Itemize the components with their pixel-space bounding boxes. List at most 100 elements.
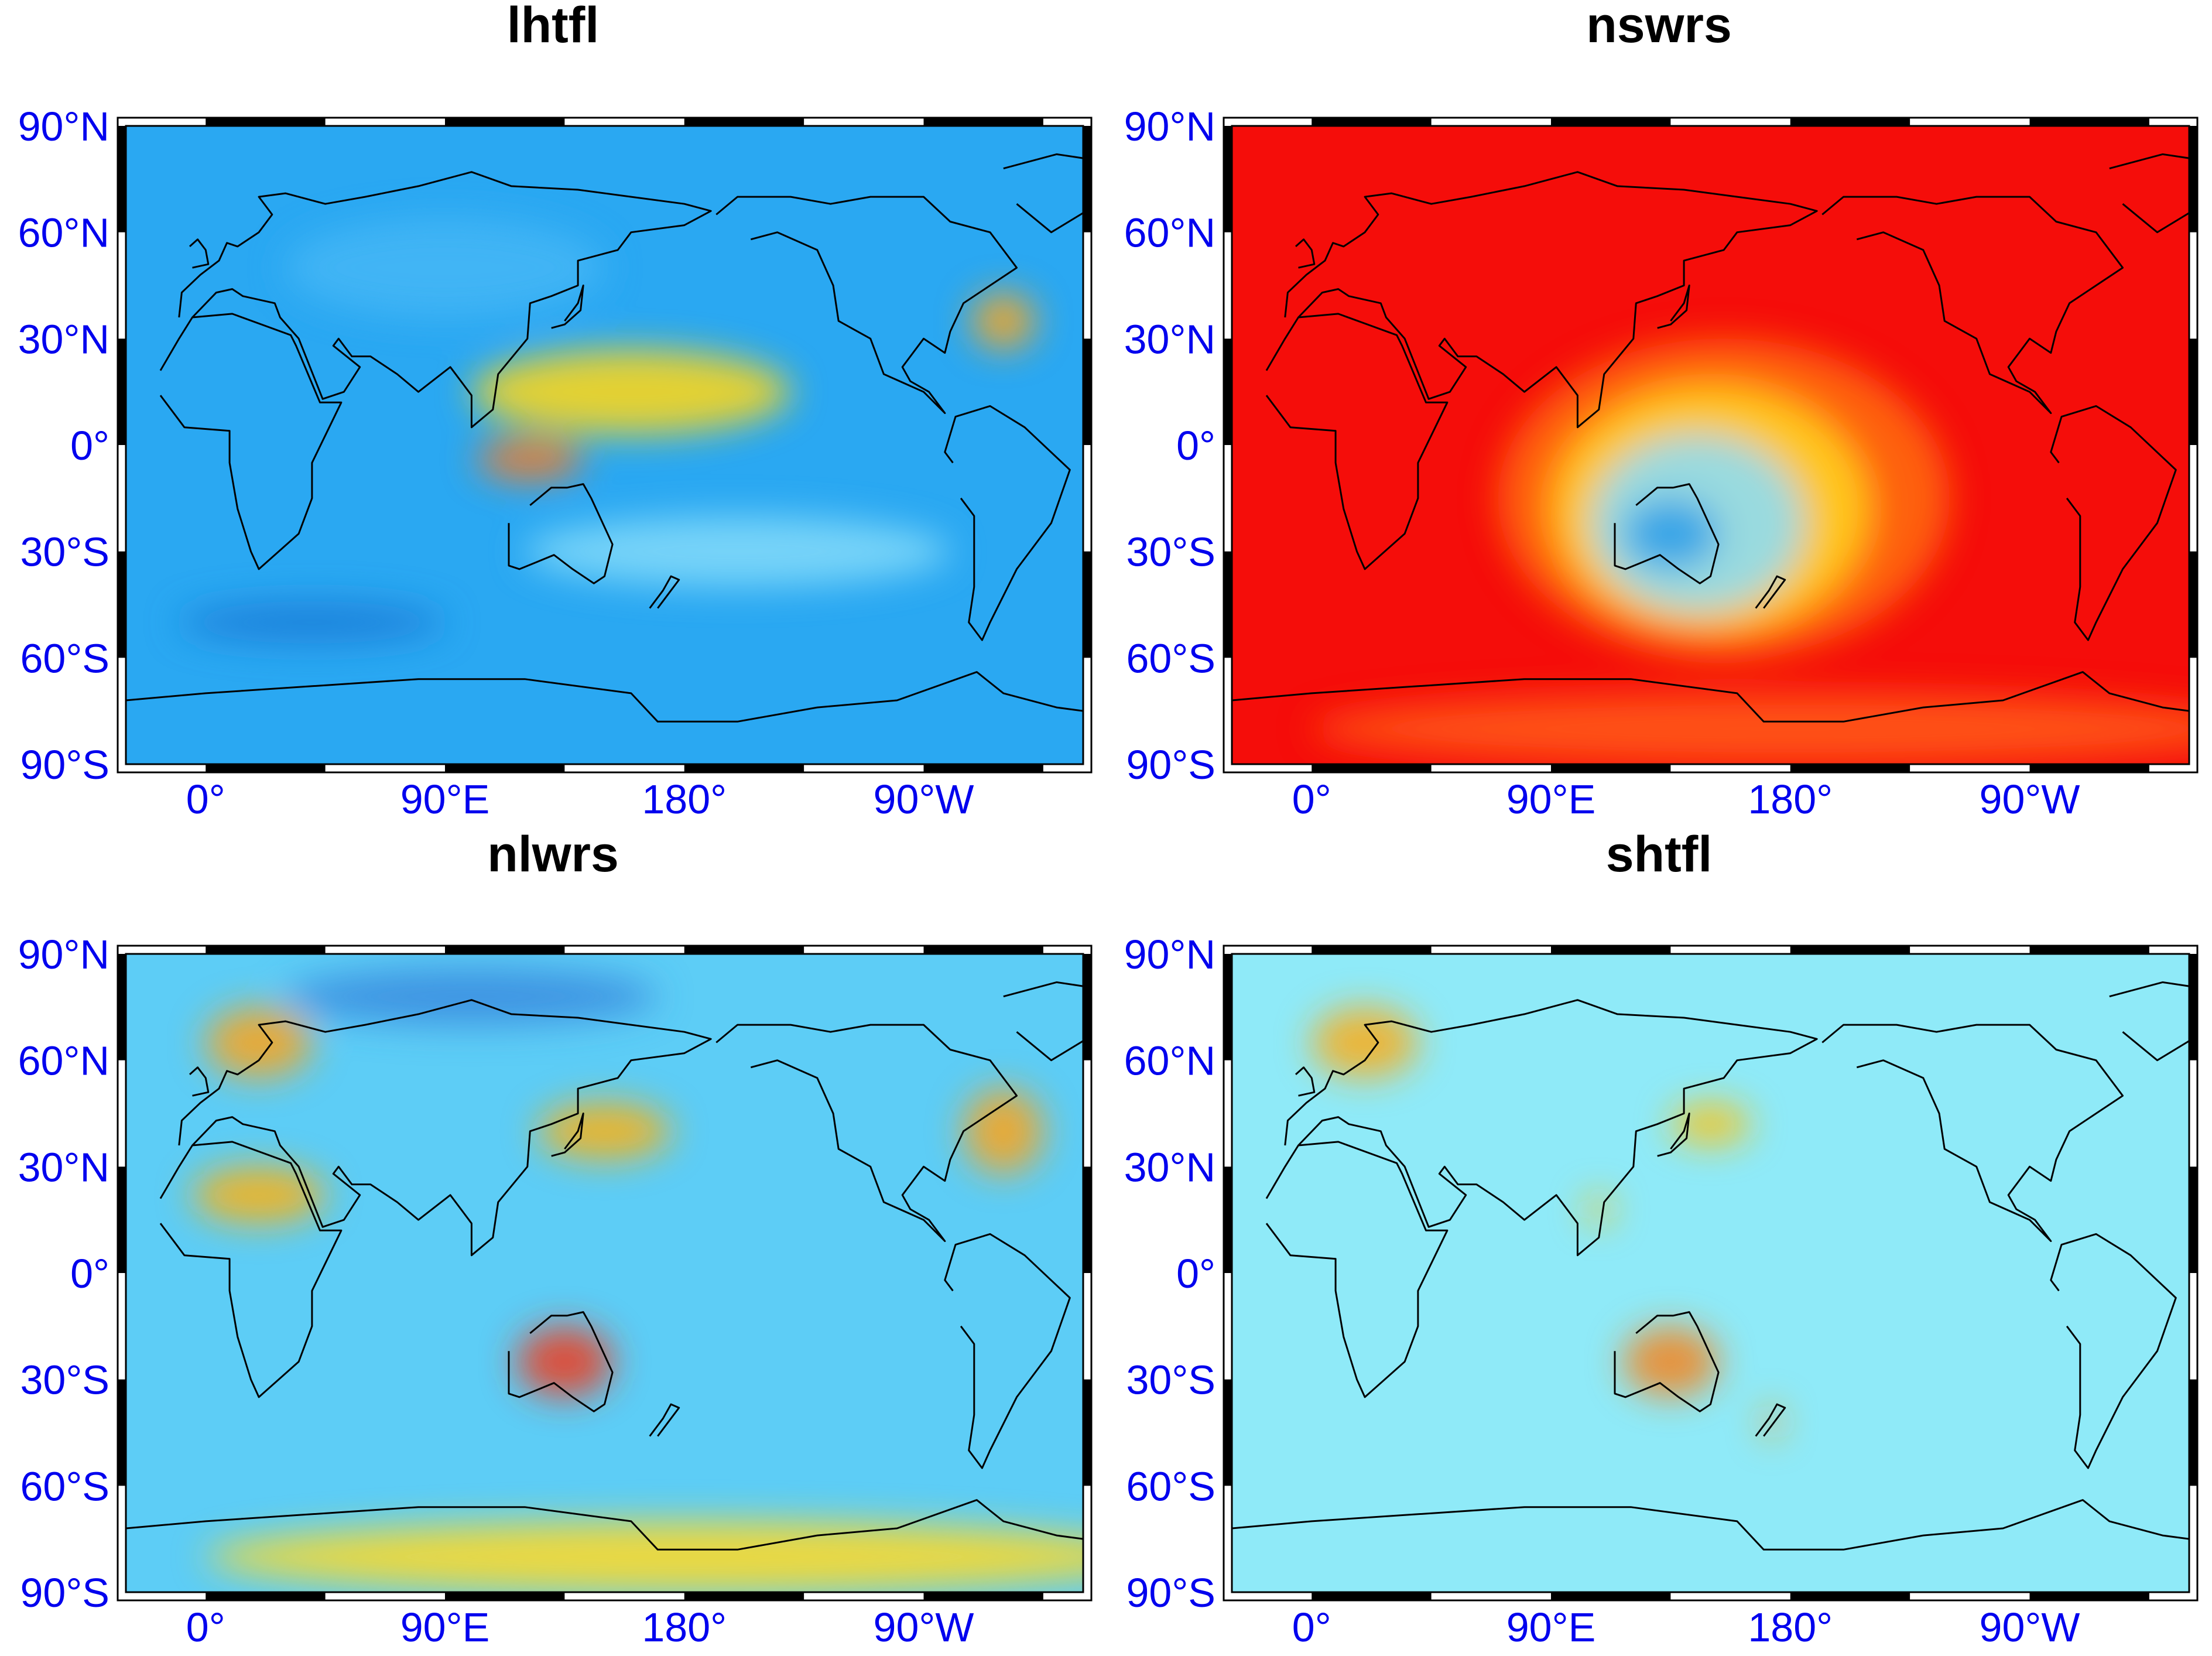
- coastline: [126, 1499, 1083, 1551]
- coastline: [2109, 153, 2189, 234]
- lat-tick-label: 0°: [70, 1251, 109, 1296]
- lat-tick-label: 30°S: [1126, 529, 1215, 575]
- coastline: [1295, 1066, 1316, 1097]
- frame-segment: [1224, 1166, 1232, 1273]
- lat-tick-label: 30°N: [18, 1144, 109, 1190]
- frame-segment: [2189, 1166, 2197, 1273]
- coastline: [1265, 313, 1449, 570]
- frame-segment: [445, 946, 565, 954]
- frame-segment: [118, 954, 126, 1060]
- coastline: [189, 1066, 210, 1097]
- coastline: [1284, 171, 1818, 429]
- frame-segment: [1083, 338, 1091, 445]
- panel-lhtfl: lhtfl 90°N 60°N 30°N 0° 30°S 60°S 90°S 0° 90°E 18…: [0, 0, 1106, 828]
- frame-segment: [684, 946, 804, 954]
- frame-segment: [684, 118, 804, 126]
- lat-tick-label: 90°S: [1126, 742, 1215, 788]
- coastline: [1821, 1024, 2124, 1242]
- coastline: [508, 483, 614, 584]
- field-anomaly: [192, 1166, 326, 1224]
- frame-segment: [445, 764, 565, 772]
- field-anomaly: [477, 437, 584, 481]
- coastline: [189, 238, 210, 269]
- lat-tick-label: 90°S: [1126, 1570, 1215, 1616]
- field-anomaly: [206, 1007, 312, 1078]
- frame-segment: [684, 1592, 804, 1600]
- coastline: [2050, 1233, 2177, 1469]
- map-field: [126, 126, 1083, 764]
- frame-segment: [1790, 946, 1910, 954]
- field-anomaly: [1586, 1195, 1612, 1224]
- lat-tick-label: 60°S: [1126, 1463, 1215, 1509]
- tick-labels: 90°N 60°N 30°N 0° 30°S 60°S 90°S 0° 90°E 180° 90°W: [18, 932, 974, 1650]
- frame-segment: [1312, 118, 1432, 126]
- lat-tick-label: 30°N: [18, 316, 109, 362]
- field-background: [126, 126, 1083, 764]
- frame-segment: [118, 1166, 126, 1273]
- coastline: [649, 1403, 680, 1437]
- field-anomaly: [537, 1103, 672, 1160]
- frame-segment: [1083, 1379, 1091, 1486]
- lon-tick-label: 180°: [642, 776, 727, 822]
- coastline: [1657, 1113, 1690, 1157]
- panel-title: lhtfl: [506, 0, 600, 53]
- lat-tick-label: 60°N: [1124, 1038, 1215, 1084]
- frame-segment: [1224, 338, 1232, 445]
- field-anomaly: [1622, 1326, 1719, 1397]
- panel-title: shtfl: [1605, 826, 1713, 882]
- frame-segment: [1312, 764, 1432, 772]
- field-anomaly: [285, 218, 605, 317]
- field-anomaly: [971, 292, 1036, 350]
- frame-segment: [2189, 954, 2197, 1060]
- frame-segment: [1551, 1592, 1671, 1600]
- field-anomaly: [963, 1089, 1043, 1174]
- coastline: [1232, 1499, 2189, 1551]
- coastline: [1755, 575, 1786, 609]
- coastline: [2050, 405, 2177, 641]
- map-frame: [117, 945, 1093, 1602]
- frame-segment: [2189, 126, 2197, 232]
- frame-segment: [2189, 551, 2197, 658]
- panel-shtfl: shtfl 90°N 60°N 30°N 0° 30°S 60°S 90°S 0° 90°E 18…: [1106, 828, 2212, 1656]
- lat-tick-label: 90°S: [20, 1570, 109, 1616]
- coastline: [1755, 1403, 1786, 1437]
- coastline: [649, 575, 680, 609]
- lat-tick-label: 0°: [1176, 423, 1215, 468]
- tick-labels: 90°N 60°N 30°N 0° 30°S 60°S 90°S 0° 90°E 180° 90°W: [1124, 932, 2080, 1650]
- frame-segment: [1224, 126, 1232, 232]
- lon-tick-label: 90°W: [1980, 776, 2080, 822]
- field-anomaly: [1622, 498, 1719, 569]
- panel-title: nlwrs: [487, 826, 619, 882]
- lon-tick-label: 0°: [1292, 1604, 1331, 1650]
- coastline: [551, 285, 584, 329]
- coastline: [715, 196, 1018, 414]
- field-anomaly: [179, 601, 445, 644]
- field-anomalies: [179, 218, 1036, 644]
- map-field: [1232, 126, 2189, 764]
- coastline: [1003, 981, 1083, 1062]
- frame-segment: [118, 126, 126, 232]
- frame-segment: [206, 764, 326, 772]
- coastline: [715, 1024, 1018, 1242]
- frame-segment: [1551, 946, 1671, 954]
- lat-tick-label: 0°: [1176, 1251, 1215, 1296]
- frame-segment: [1312, 1592, 1432, 1600]
- frame-segment: [1790, 1592, 1910, 1600]
- frame-segment: [118, 338, 126, 445]
- lon-tick-label: 90°E: [400, 776, 490, 822]
- coastline: [508, 1311, 614, 1412]
- frame-segment: [206, 1592, 326, 1600]
- coastline: [944, 405, 1071, 641]
- lon-tick-label: 90°E: [400, 1604, 490, 1650]
- coastline: [1232, 671, 2189, 723]
- tick-labels: 90°N 60°N 30°N 0° 30°S 60°S 90°S 0° 90°E 180° 90°W: [1124, 104, 2080, 822]
- lat-tick-label: 60°S: [1126, 635, 1215, 681]
- frame-segment: [2029, 1592, 2149, 1600]
- lon-tick-label: 0°: [186, 776, 225, 822]
- map-frame: [1223, 945, 2199, 1602]
- frame-segment: [923, 118, 1043, 126]
- frame-segment: [1083, 551, 1091, 658]
- lat-tick-label: 90°N: [1124, 104, 1215, 149]
- map-frame: [1223, 117, 2199, 774]
- frame-segment: [2189, 1379, 2197, 1486]
